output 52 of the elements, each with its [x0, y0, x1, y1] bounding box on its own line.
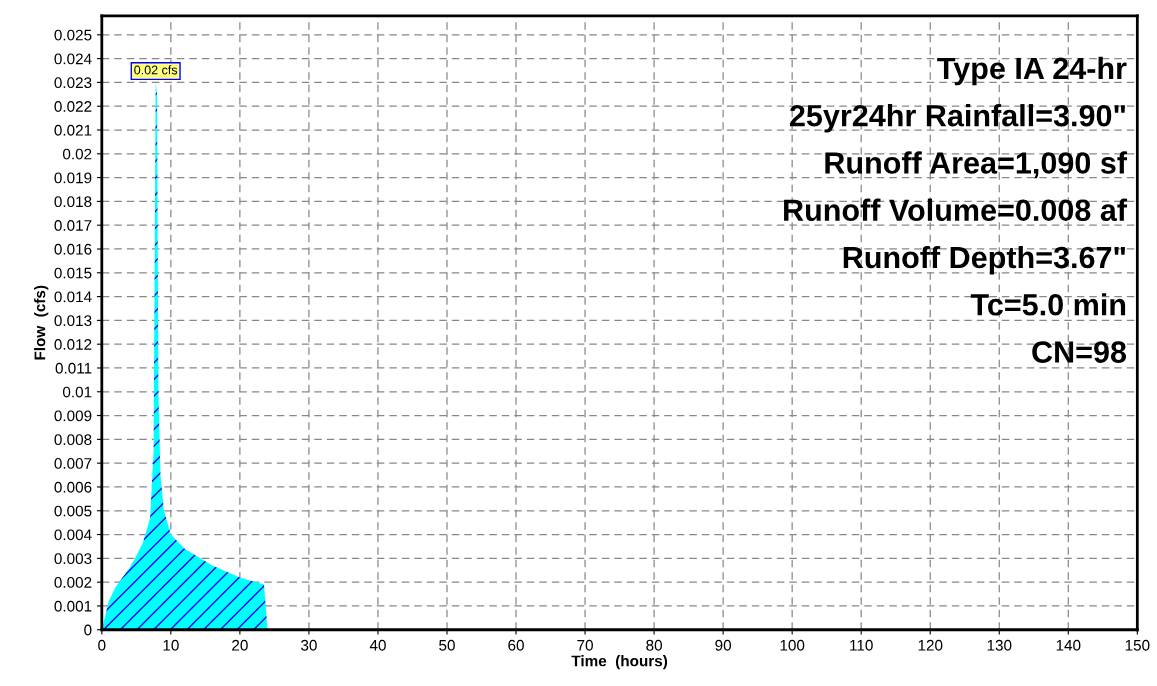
- y-tick-label: 0.014: [54, 291, 92, 303]
- x-tick-label: 40: [369, 639, 386, 651]
- x-tick-label: 50: [439, 639, 455, 651]
- y-tick-label: 0.018: [54, 196, 92, 208]
- annotation: Runoff Volume=0.008 af: [784, 198, 1128, 222]
- y-tick-label: 0.006: [54, 481, 92, 493]
- y-tick-label: 0.016: [54, 243, 92, 255]
- x-tick-label: 70: [577, 639, 593, 651]
- x-tick-label: 110: [850, 639, 873, 651]
- y-tick-label: 0.009: [54, 410, 92, 422]
- y-tick-label: 0.007: [54, 458, 92, 469]
- annotation: Runoff Area=1,090 sf: [825, 151, 1128, 179]
- y-tick-label: 0.017: [54, 220, 92, 231]
- x-tick-label: 30: [301, 639, 317, 651]
- y-tick-label: 0.021: [54, 124, 92, 136]
- x-tick-label: 80: [646, 639, 662, 651]
- annotation: Type IA 24-hr: [937, 56, 1127, 86]
- annotation: Tc=5.0 min: [970, 293, 1126, 316]
- x-tick-label: 0: [98, 639, 106, 651]
- x-tick-label: 130: [987, 639, 1012, 651]
- x-tick-label: 10: [163, 639, 179, 651]
- y-tick-label: 0.019: [54, 172, 92, 184]
- x-tick-label: 60: [508, 639, 524, 651]
- y-tick-label: 0.015: [54, 267, 92, 279]
- y-tick-label: 0.001: [54, 600, 92, 612]
- y-tick-label: 0.013: [54, 315, 92, 327]
- y-tick-label: 0.002: [54, 577, 92, 588]
- y-tick-label: 0.003: [54, 553, 92, 565]
- y-tick-label: 0.025: [54, 29, 92, 41]
- annotation: Runoff Depth=3.67": [843, 245, 1125, 275]
- y-tick-label: 0.01: [62, 386, 92, 398]
- x-axis-title: Time (hours): [571, 655, 668, 670]
- y-tick-label: 0.004: [54, 529, 92, 541]
- y-tick-label: 0.023: [54, 77, 92, 89]
- y-tick-label: 0.02: [62, 148, 92, 160]
- y-tick-label: 0.008: [54, 434, 92, 446]
- x-tick-label: 90: [715, 639, 732, 651]
- y-tick-label: 0.024: [54, 53, 92, 65]
- y-tick-label: 0.011: [55, 362, 92, 374]
- y-tick-label: 0.022: [54, 101, 92, 112]
- x-tick-label: 20: [232, 639, 248, 651]
- x-tick-label: 120: [918, 639, 943, 651]
- x-tick-label: 140: [1056, 639, 1081, 651]
- y-tick-label: 0.005: [54, 505, 92, 517]
- x-tick-label: 150: [1125, 639, 1150, 651]
- annotation: CN=98: [1032, 341, 1127, 363]
- annotation: 25yr24hr Rainfall=3.90": [789, 104, 1125, 133]
- annotation: 0.02 cfs: [134, 65, 178, 75]
- x-tick-label: 100: [780, 639, 805, 651]
- y-axis-title: Flow (cfs): [34, 285, 49, 360]
- y-tick-label: 0: [84, 624, 92, 636]
- y-tick-label: 0.012: [54, 339, 92, 350]
